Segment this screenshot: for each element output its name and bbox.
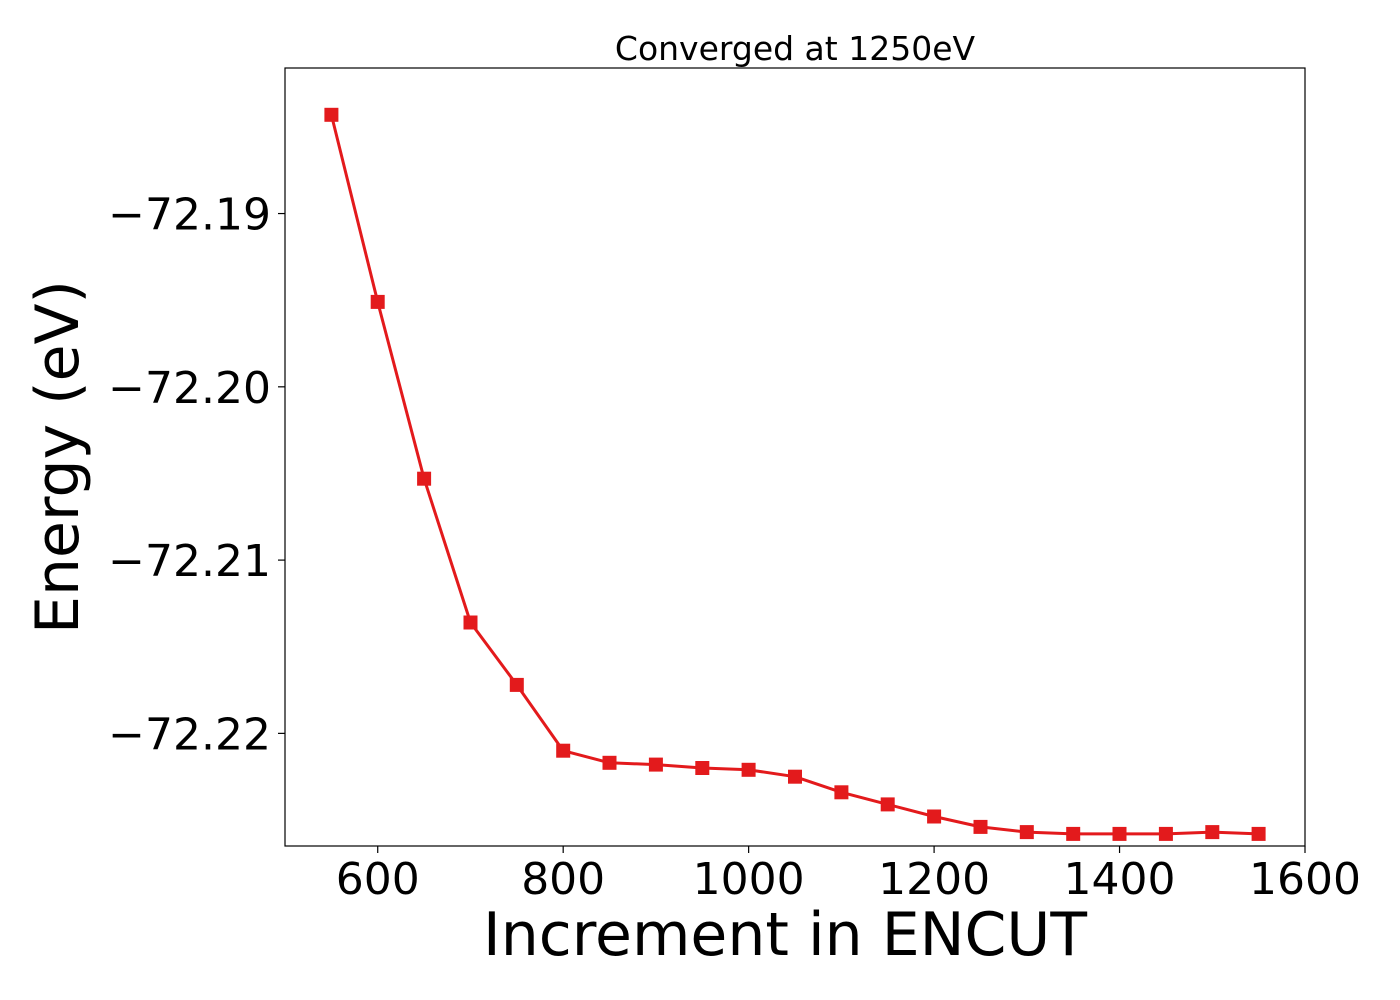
data-point bbox=[463, 615, 478, 630]
data-point bbox=[324, 107, 339, 122]
data-point bbox=[1205, 825, 1220, 840]
data-point bbox=[834, 785, 849, 800]
y-tick-label: −72.22 bbox=[108, 709, 271, 760]
data-point bbox=[509, 677, 524, 692]
y-tick-label: −72.20 bbox=[108, 363, 271, 414]
data-point bbox=[1251, 826, 1266, 841]
data-point bbox=[695, 761, 710, 775]
plot-area bbox=[324, 107, 1266, 841]
data-point bbox=[556, 743, 571, 758]
x-tick-label: 1200 bbox=[878, 854, 990, 905]
y-tick-label: −72.19 bbox=[108, 190, 271, 241]
data-point bbox=[788, 769, 802, 784]
data-point bbox=[1019, 825, 1034, 840]
y-tick-label: −72.21 bbox=[108, 536, 271, 587]
x-axis-ticks: 600 800 1000 1200 1400 1600 bbox=[336, 846, 1361, 905]
data-point bbox=[880, 797, 895, 812]
data-point bbox=[1066, 826, 1081, 841]
plot-frame bbox=[284, 67, 1306, 847]
x-axis-label: Increment in ENCUT bbox=[483, 900, 1087, 970]
data-point bbox=[1112, 826, 1127, 841]
data-point bbox=[417, 471, 432, 486]
x-tick-label: 1000 bbox=[693, 854, 805, 905]
x-tick-label: 1600 bbox=[1249, 854, 1361, 905]
y-axis-label: Energy (eV) bbox=[23, 280, 93, 634]
data-point bbox=[370, 294, 385, 309]
data-point bbox=[927, 809, 942, 824]
y-axis-ticks: −72.19 −72.20 −72.21 −72.22 bbox=[108, 190, 285, 760]
chart-title: Converged at 1250eV bbox=[615, 29, 976, 68]
data-point bbox=[602, 755, 617, 770]
x-tick-label: 1400 bbox=[1064, 854, 1176, 905]
x-tick-label: 600 bbox=[336, 854, 420, 905]
data-point bbox=[973, 819, 988, 834]
data-point bbox=[648, 757, 663, 772]
data-point bbox=[741, 762, 756, 777]
data-point bbox=[1158, 826, 1173, 841]
x-tick-label: 800 bbox=[521, 854, 605, 905]
